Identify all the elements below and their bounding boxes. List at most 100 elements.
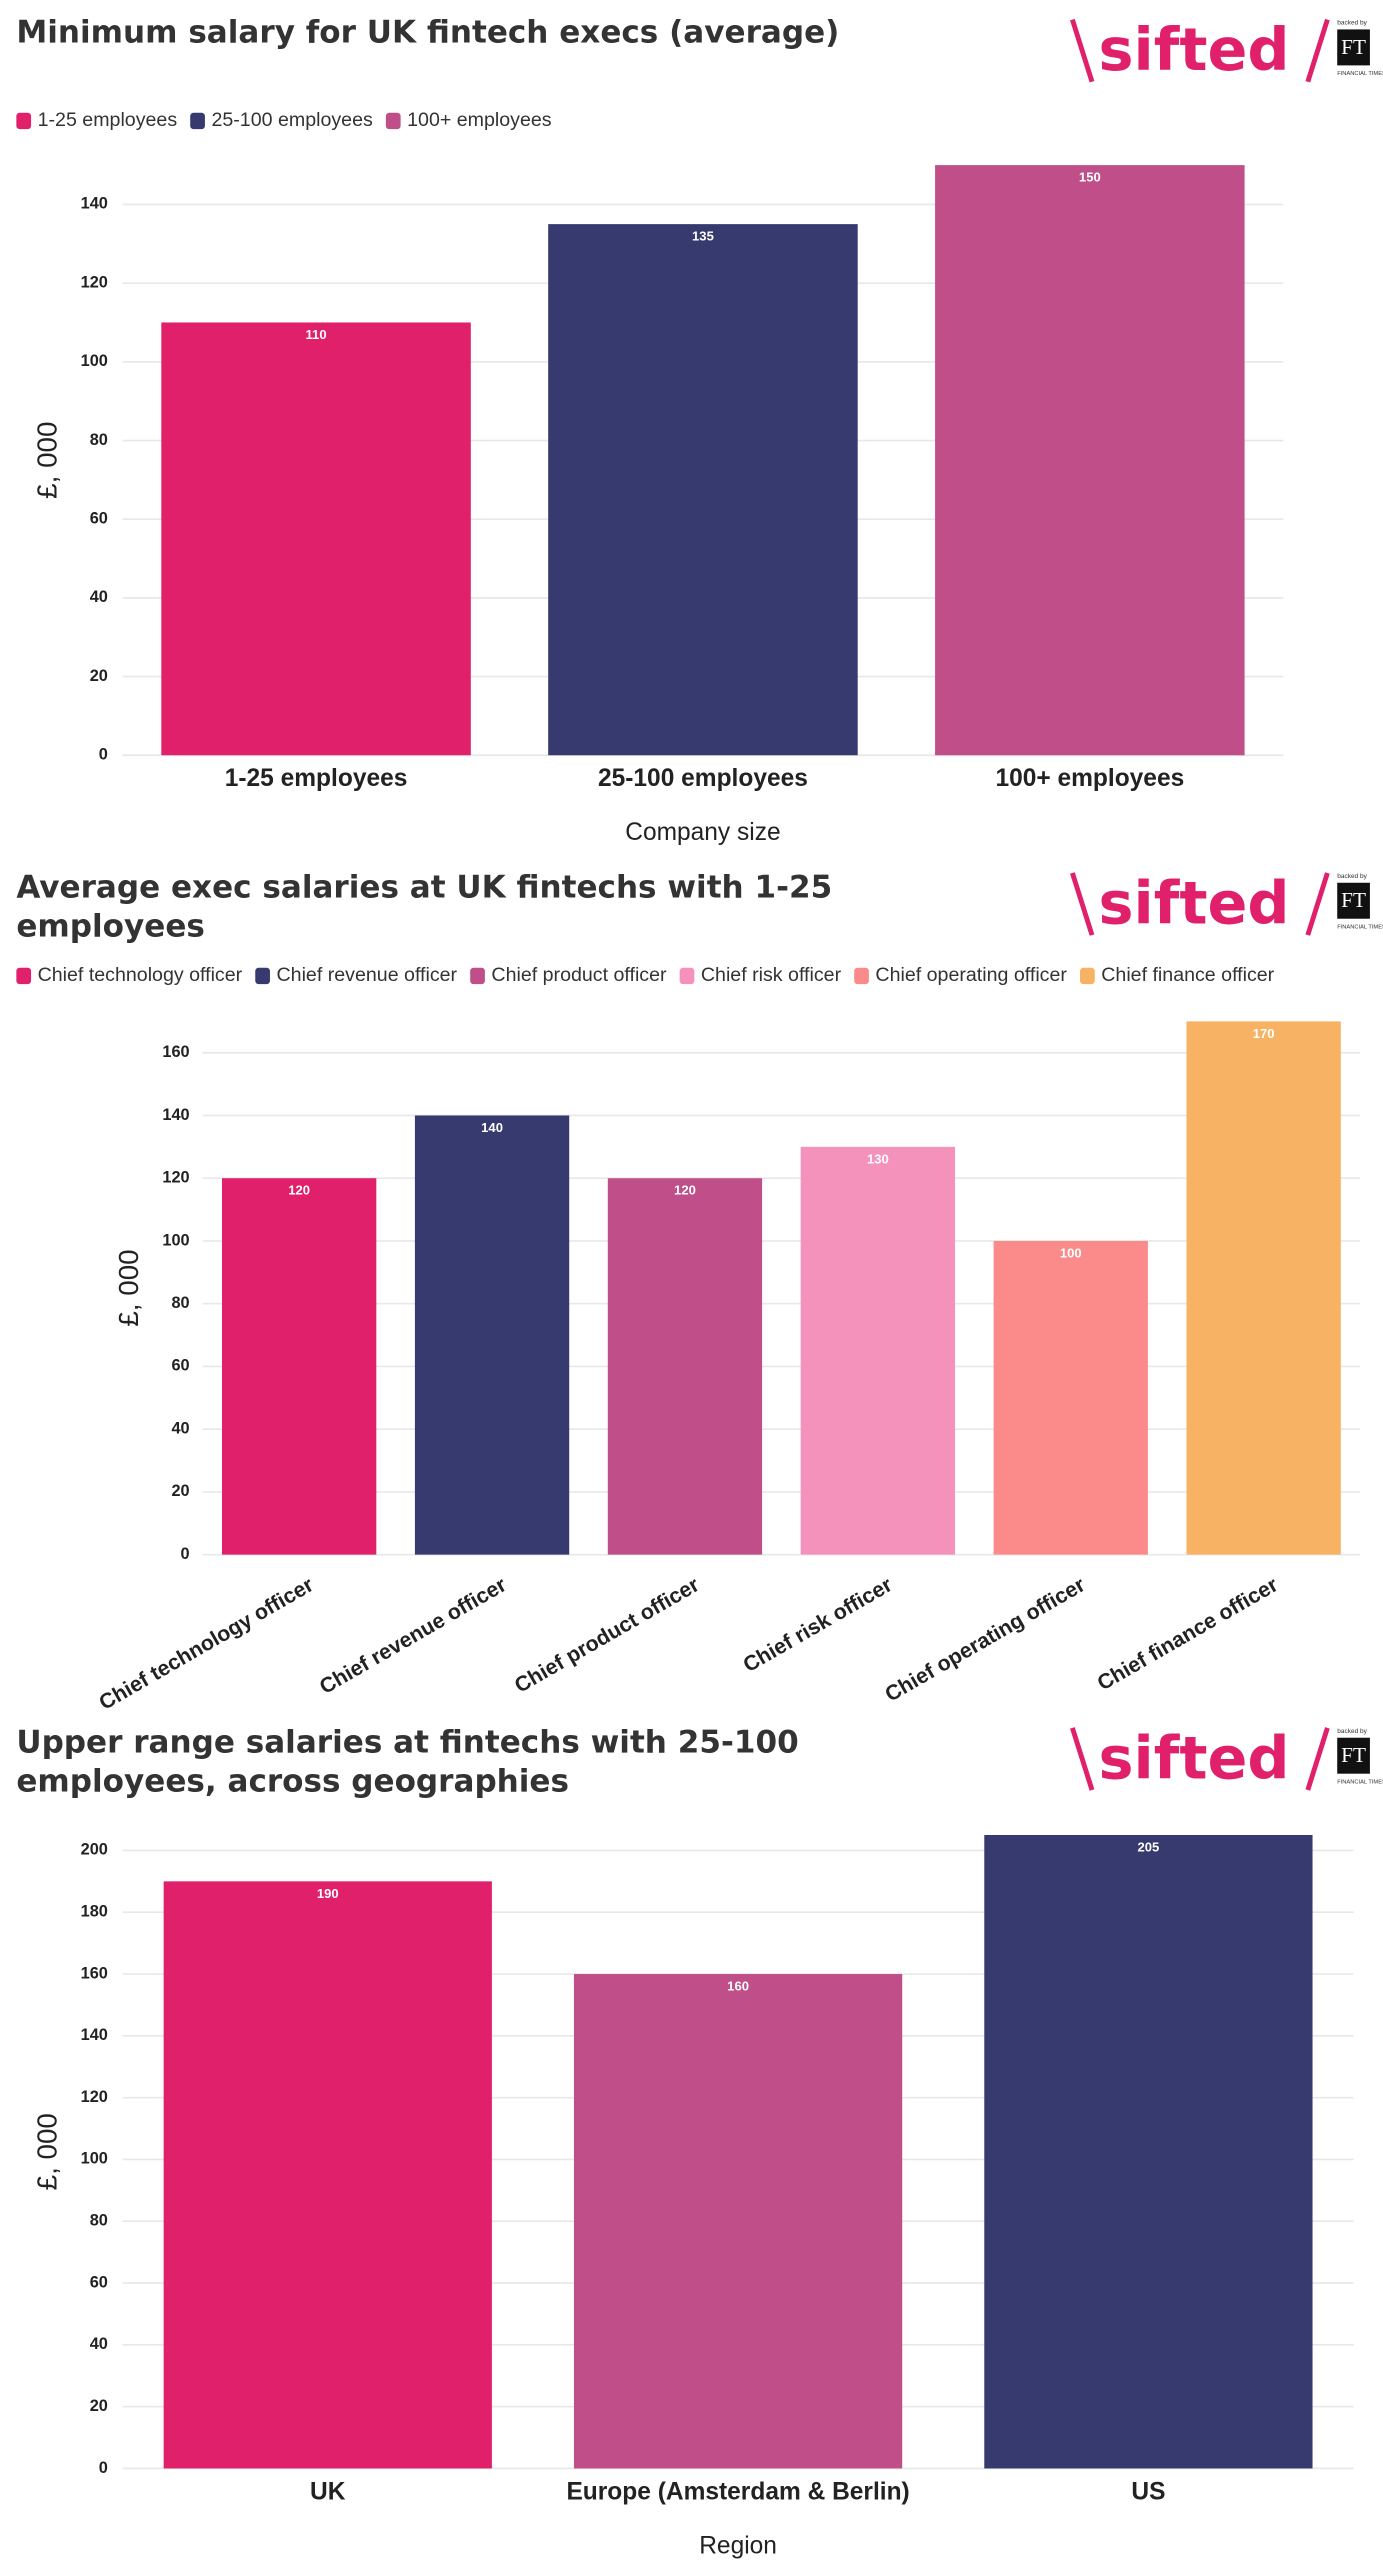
bar (548, 224, 858, 756)
y-tick-label: 140 (162, 1106, 189, 1124)
value-label: 120 (674, 1183, 696, 1198)
y-tick-label: 20 (90, 667, 108, 685)
value-label: 110 (306, 327, 327, 342)
bar (222, 1178, 377, 1555)
y-tick-label: 0 (181, 1545, 190, 1563)
x-tick-label: US (1131, 2478, 1165, 2505)
legend-label: 25-100 employees (211, 109, 373, 131)
x-tick-label: 1-25 employees (225, 765, 408, 792)
x-tick-label: Europe (Amsterdam & Berlin) (566, 2478, 909, 2505)
legend-label: Chief revenue officer (277, 964, 458, 986)
x-tick-label: 100+ employees (995, 765, 1184, 792)
legend-swatch (679, 967, 695, 985)
logo-text: sifted (1099, 1723, 1290, 1792)
logo-slash (1070, 18, 1095, 83)
value-label: 190 (317, 1886, 339, 1901)
chart-title: Average exec salaries at UK fintechs wit… (16, 869, 833, 945)
bar (573, 1974, 903, 2469)
backed-by: backed by (1337, 1728, 1367, 1735)
legend-swatch (190, 112, 205, 130)
y-tick-label: 60 (90, 2273, 108, 2291)
legend-label: 100+ employees (407, 109, 552, 131)
bar (414, 1115, 570, 1555)
chart-title: Upper range salaries at fintechs with 25… (16, 1724, 799, 1800)
legend-label: Chief operating officer (875, 964, 1067, 986)
chart-title: Minimum salary for UK fintech execs (ave… (16, 14, 840, 51)
value-label: 160 (727, 1979, 749, 1994)
backed-by: backed by (1337, 20, 1367, 27)
y-tick-label: 80 (90, 2212, 108, 2230)
ft-name: FINANCIAL TIMES (1337, 924, 1383, 930)
logo-slash (1070, 872, 1095, 936)
legend-label: Chief risk officer (701, 964, 842, 986)
y-tick-label: 100 (81, 352, 108, 370)
ft-name: FINANCIAL TIMES (1337, 1779, 1383, 1785)
y-tick-label: 100 (162, 1231, 189, 1249)
logo-slash (1305, 1727, 1330, 1791)
y-tick-label: 120 (81, 273, 108, 291)
y-tick-label: 20 (90, 2397, 108, 2415)
legend-swatch (16, 112, 32, 130)
y-tick-label: 20 (171, 1482, 189, 1500)
y-tick-label: 100 (81, 2150, 108, 2168)
ft-text: FT (1341, 35, 1366, 59)
logo-text: sifted (1099, 15, 1290, 84)
legend-label: Chief finance officer (1101, 964, 1274, 986)
bar (984, 1834, 1313, 2469)
logo-slash (1305, 872, 1330, 936)
y-tick-label: 200 (81, 1841, 108, 1859)
y-tick-label: 0 (99, 2459, 108, 2477)
bar (161, 322, 471, 756)
value-label: 140 (481, 1120, 503, 1135)
y-tick-label: 140 (81, 195, 108, 213)
y-tick-label: 60 (90, 510, 108, 528)
y-axis-label: £, 000 (113, 1249, 144, 1326)
legend-swatch (854, 967, 869, 985)
title-box: Upper range salaries at fintechs with 25… (16, 1724, 799, 1800)
legend-swatch (385, 112, 401, 130)
y-tick-label: 160 (81, 1964, 108, 1982)
backed-by: backed by (1337, 873, 1367, 880)
y-axis-label: £, 000 (31, 2113, 62, 2190)
y-tick-label: 80 (171, 1294, 189, 1312)
bar (1186, 1021, 1341, 1555)
title-box: Average exec salaries at UK fintechs wit… (16, 869, 833, 945)
y-tick-label: 180 (81, 1903, 108, 1921)
bar (800, 1146, 956, 1555)
x-tick-label: Chief finance officer (1093, 1572, 1282, 1695)
x-axis-label: Region (699, 2532, 777, 2559)
x-tick-label: Chief risk officer (739, 1572, 896, 1677)
ft-text: FT (1341, 888, 1366, 912)
ft-box (1337, 882, 1370, 919)
legend-label: Chief technology officer (38, 964, 243, 986)
y-tick-label: 40 (90, 2335, 108, 2353)
value-label: 135 (692, 229, 714, 244)
value-label: 120 (288, 1183, 310, 1198)
y-tick-label: 0 (99, 746, 108, 764)
value-label: 205 (1138, 1840, 1160, 1855)
x-tick-label: UK (310, 2478, 346, 2505)
y-tick-label: 120 (162, 1169, 189, 1187)
y-tick-label: 40 (90, 588, 108, 606)
x-tick-label: Chief operating officer (881, 1572, 1089, 1706)
bar (935, 165, 1245, 756)
legend-swatch (1080, 967, 1095, 985)
bar (993, 1240, 1148, 1555)
ft-name: FINANCIAL TIMES (1337, 71, 1383, 77)
ft-text: FT (1341, 1743, 1366, 1767)
logo-text: sifted (1099, 868, 1290, 937)
value-label: 100 (1060, 1245, 1082, 1260)
y-tick-label: 140 (81, 2026, 108, 2044)
y-axis-label: £, 000 (31, 422, 62, 499)
x-axis-label: Company size (625, 819, 780, 846)
value-label: 170 (1253, 1026, 1275, 1041)
title-box: Minimum salary for UK fintech execs (ave… (16, 14, 840, 51)
x-tick-label: Chief revenue officer (315, 1572, 510, 1698)
y-tick-label: 120 (81, 2088, 108, 2106)
x-tick-label: Chief technology officer (95, 1572, 318, 1714)
bar (607, 1178, 763, 1555)
x-tick-label: Chief product officer (510, 1572, 703, 1697)
logo-slash (1305, 18, 1330, 83)
legend-swatch (16, 967, 32, 985)
